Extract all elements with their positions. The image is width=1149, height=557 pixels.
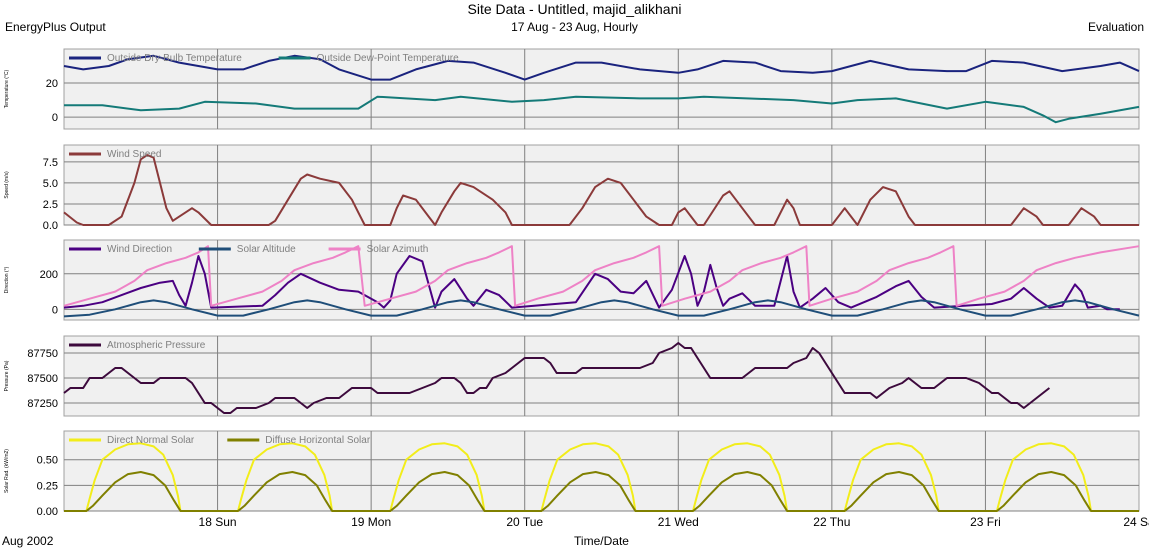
x-tick-label: 18 Sun	[199, 515, 237, 529]
series-line-direct-normal-solar	[64, 442, 1139, 512]
chart-title: Site Data - Untitled, majid_alikhani	[467, 1, 682, 17]
series-line-solar-azimuth	[63, 245, 1140, 307]
y-tick-label: 87750	[27, 348, 58, 360]
x-tick-label: 21 Wed	[658, 515, 699, 529]
series-line-diffuse-horizontal-solar	[64, 471, 1139, 512]
y-axis-label: Pressure (Pa)	[4, 360, 10, 391]
legend-label: Direct Normal Solar	[107, 435, 195, 446]
legend-label: Atmospheric Pressure	[107, 340, 206, 351]
legend-label: Solar Azimuth	[367, 244, 429, 255]
series-line-wind-speed	[63, 154, 1139, 226]
x-tick-label: 20 Tue	[506, 515, 543, 529]
panel-speed	[63, 144, 1140, 226]
y-tick-label: 20	[46, 78, 58, 90]
legend-label: Diffuse Horizontal Solar	[265, 435, 371, 446]
y-tick-label: 87500	[27, 373, 58, 385]
y-axis-label: Temperature (°C)	[4, 69, 10, 108]
y-tick-label: 0	[52, 304, 58, 316]
x-tick-label: 22 Thu	[813, 515, 850, 529]
x-start-label: Aug 2002	[2, 534, 54, 548]
source-label: EnergyPlus Output	[5, 20, 106, 34]
y-tick-label: 200	[40, 269, 58, 281]
y-tick-label: 2.5	[43, 199, 58, 211]
y-tick-label: 0.50	[37, 455, 58, 467]
x-axis-label: Time/Date	[574, 534, 629, 548]
legend-label: Wind Speed	[107, 149, 161, 160]
y-axis-label: Speed (m/s)	[4, 171, 10, 199]
y-tick-label: 0	[52, 112, 58, 124]
panel-pressure	[63, 335, 1140, 417]
y-tick-label: 5.0	[43, 178, 58, 190]
y-axis-label: Solar Rad. (kW/m2)	[4, 449, 10, 493]
evaluation-label: Evaluation	[1087, 20, 1144, 34]
y-tick-label: 0.00	[37, 506, 58, 518]
x-tick-label: 23 Fri	[970, 515, 1001, 529]
series-line-outside-dew-point-temperature	[64, 95, 1140, 124]
x-tick-label: 19 Mon	[351, 515, 391, 529]
y-axis-label: Direction (°)	[4, 266, 10, 293]
y-tick-label: 0.0	[43, 220, 58, 232]
series-line-outside-dry-bulb-temperature	[63, 54, 1140, 81]
legend-label: Outside Dry-Bulb Temperature	[107, 53, 242, 64]
y-tick-label: 7.5	[43, 157, 58, 169]
y-tick-label: 87250	[27, 398, 58, 410]
x-tick-label: 24 Sa	[1123, 515, 1149, 529]
legend-label: Outside Dew-Point Temperature	[317, 53, 460, 64]
series-line-atmospheric-pressure	[63, 342, 1051, 414]
panel-solar	[63, 430, 1140, 512]
chart-subtitle: 17 Aug - 23 Aug, Hourly	[511, 20, 638, 34]
legend-label: Wind Direction	[107, 244, 172, 255]
y-tick-label: 0.25	[37, 480, 58, 492]
legend-label: Solar Altitude	[237, 244, 296, 255]
series-line-solar-altitude	[63, 299, 1140, 318]
